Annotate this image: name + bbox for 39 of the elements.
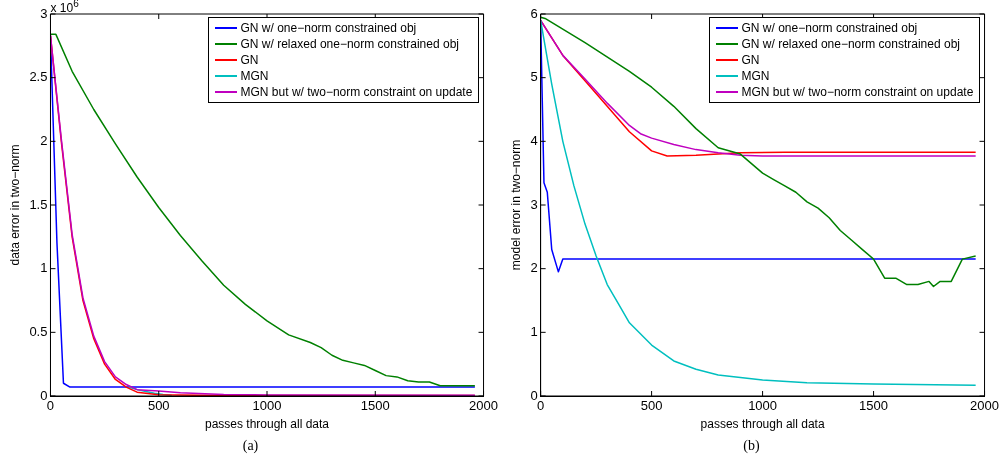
legend-label: MGN: [240, 68, 269, 84]
x-tick-label: 1500: [360, 398, 390, 414]
annotation: x 10$^{6}$: [50, 0, 79, 15]
y-tick-label: 5: [530, 69, 538, 85]
y-tick-label: 2.5: [29, 69, 48, 85]
legend-label: GN w/ one−norm constrained obj: [741, 20, 918, 36]
y-tick-label: 1.5: [29, 196, 48, 212]
y-axis-title: data error in two−norm: [7, 144, 22, 266]
y-tick-label: 2: [530, 260, 538, 276]
y-tick-label: 0: [530, 387, 538, 403]
x-tick-label: 500: [640, 398, 663, 414]
y-axis-title: model error in two−norm: [508, 139, 523, 271]
legend-label: GN w/ relaxed one−norm constrained obj: [741, 36, 960, 52]
x-axis-title: passes through all data: [204, 417, 330, 432]
legend-label: GN w/ relaxed one−norm constrained obj: [240, 36, 459, 52]
legend-label: GN: [240, 52, 259, 68]
y-tick-label: 4: [530, 132, 538, 148]
x-tick-label: 2000: [469, 398, 498, 414]
legend-label: MGN but w/ two−norm constraint on update: [240, 84, 473, 100]
y-tick-label: 0: [40, 387, 48, 403]
y-tick-label: 0.5: [29, 323, 48, 339]
y-tick-label: 3: [530, 196, 538, 212]
y-tick-label: 1: [40, 260, 48, 276]
legend-label: MGN: [741, 68, 770, 84]
text: (a): [241, 438, 260, 454]
x-tick-label: 1000: [748, 398, 778, 414]
text: (b): [742, 438, 761, 454]
x-tick-label: 500: [147, 398, 170, 414]
x-axis-title: passes through all data: [700, 417, 825, 432]
x-tick-label: 1500: [859, 398, 889, 414]
x-tick-label: 1000: [252, 398, 282, 414]
y-tick-label: 6: [530, 5, 538, 21]
x-tick-label: 2000: [970, 398, 999, 414]
legend-label: GN: [741, 52, 760, 68]
y-tick-label: 1: [530, 323, 538, 339]
legend-label: GN w/ one−norm constrained obj: [240, 20, 417, 36]
y-tick-label: 3: [40, 5, 48, 21]
y-tick-label: 2: [40, 132, 48, 148]
legend-label: MGN but w/ two−norm constraint on update: [741, 84, 974, 100]
